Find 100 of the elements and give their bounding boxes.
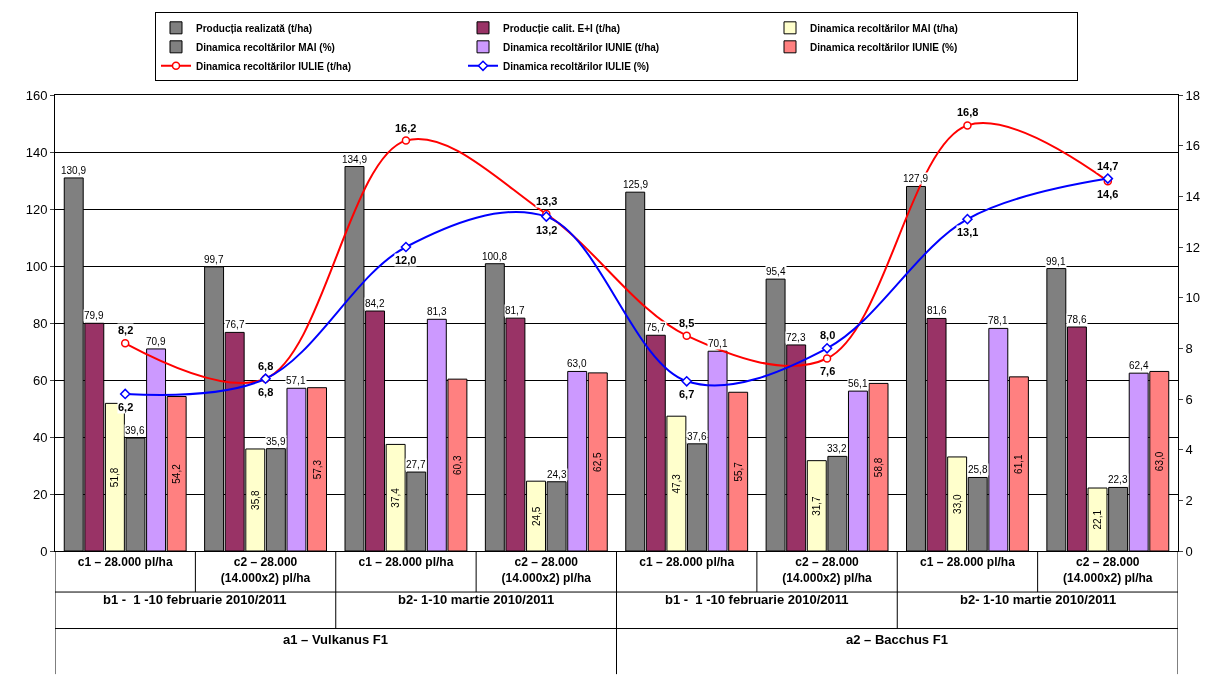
data-label: 24,3 — [547, 469, 567, 480]
data-label: 35,9 — [266, 436, 286, 447]
data-label: 39,6 — [125, 425, 145, 436]
data-label: 12,0 — [395, 254, 417, 266]
data-label: 58,8 — [873, 457, 885, 478]
data-label: 37,6 — [687, 431, 707, 442]
text: b2- 1-10 martie 2010/2011 — [960, 592, 1117, 607]
legend-label: Dinamica recoltărilor IUNIE (%) — [810, 41, 958, 53]
data-label: 16,8 — [957, 106, 979, 118]
y-tick-label: 100 — [25, 258, 48, 274]
x-tick-label: c2 – 28.000 (14.000x2) pl/ha — [782, 555, 873, 585]
data-label: 56,1 — [848, 378, 868, 389]
y2-tick-label: 16 — [1185, 138, 1201, 154]
y-tick-label: 0 — [40, 543, 48, 559]
data-label: 76,7 — [225, 319, 245, 330]
y-tick-label: 120 — [25, 201, 48, 217]
y2-tick-label: 10 — [1185, 290, 1201, 306]
data-label: 35,8 — [249, 490, 261, 510]
data-label: 27,7 — [406, 459, 426, 470]
data-label: 31,7 — [811, 495, 823, 516]
y-tick-label: 60 — [32, 372, 48, 388]
data-label: 99,7 — [204, 254, 224, 265]
y2-tick-label: 18 — [1185, 87, 1201, 103]
y-tick-label: 140 — [25, 144, 48, 160]
data-label: 24,5 — [530, 506, 542, 527]
data-label: 70,9 — [146, 336, 166, 347]
data-label: 84,2 — [365, 298, 385, 309]
data-label: 81,6 — [927, 305, 947, 316]
data-label: 14,6 — [1097, 188, 1119, 200]
y-tick-label: 40 — [32, 429, 48, 445]
y2-tick-label: 12 — [1185, 239, 1201, 255]
legend-label: Dinamica recoltărilor MAI (t/ha) — [810, 22, 958, 34]
data-label: 22,1 — [1092, 509, 1104, 530]
data-label: 70,1 — [708, 338, 728, 349]
x-tick-label: c1 – 28.000 pl/ha — [77, 555, 173, 570]
y-tick-label: 20 — [32, 486, 48, 502]
x-tick-label: c1 – 28.000 pl/ha — [639, 555, 735, 570]
text: b1 - 1 -10 februarie 2010/2011 — [665, 592, 849, 607]
data-label: 16,2 — [395, 122, 417, 134]
data-label: 75,7 — [646, 322, 666, 333]
data-label: 6,2 — [118, 401, 134, 413]
y2-tick-label: 4 — [1185, 442, 1193, 458]
data-label: 7,6 — [820, 365, 836, 377]
data-label: 13,1 — [957, 226, 979, 238]
legend-label: Producția realizată (t/ha) — [196, 22, 313, 34]
data-label: 95,4 — [766, 266, 786, 277]
legend-label: Dinamica recoltărilor IULIE (t/ha) — [196, 60, 352, 72]
data-label: 54,2 — [171, 463, 183, 484]
y2-tick-label: 6 — [1185, 391, 1193, 407]
data-label: 62,4 — [1129, 360, 1149, 371]
data-label: 134,9 — [342, 154, 368, 165]
data-label: 13,3 — [536, 195, 558, 207]
data-label: 63,0 — [567, 358, 587, 369]
data-label: 61,1 — [1013, 453, 1025, 474]
data-label: 79,9 — [84, 310, 104, 321]
y-tick-label: 80 — [32, 315, 48, 331]
x-tick-label: c2 – 28.000 (14.000x2) pl/ha — [1063, 555, 1153, 585]
data-label: 6,8 — [258, 386, 274, 398]
x-tick-label: c1 – 28.000 pl/ha — [920, 555, 1016, 570]
data-label: 57,1 — [286, 375, 306, 386]
data-label: 78,1 — [988, 315, 1008, 326]
data-label: 25,8 — [968, 464, 988, 475]
legend-label: Dinamica recoltărilor MAI (%) — [196, 41, 335, 53]
data-label: 6,7 — [679, 388, 695, 400]
data-label: 125,9 — [623, 179, 649, 190]
data-label: 62,5 — [592, 451, 604, 472]
y-tick-label: 160 — [25, 87, 48, 103]
data-label: 33,2 — [827, 443, 847, 454]
text: b1 - 1 -10 februarie 2010/2011 — [103, 592, 287, 607]
data-label: 127,9 — [903, 173, 929, 184]
x-tick-label: c2 – 28.000 (14.000x2) pl/ha — [220, 555, 311, 585]
data-label: 22,3 — [1108, 474, 1128, 485]
data-label: 99,1 — [1046, 256, 1066, 267]
y2-tick-label: 8 — [1185, 340, 1193, 356]
y2-tick-label: 14 — [1185, 188, 1201, 204]
data-label: 8,5 — [679, 317, 695, 329]
legend-label: Producție calit. E+I (t/ha) — [503, 22, 620, 34]
y2-tick-label: 2 — [1185, 492, 1193, 508]
data-label: 63,0 — [1153, 451, 1165, 472]
data-label: 78,6 — [1067, 314, 1087, 325]
data-label: 100,8 — [482, 251, 508, 262]
data-label: 13,2 — [536, 224, 558, 236]
data-label: 37,4 — [390, 487, 402, 508]
data-label: 130,9 — [61, 165, 87, 176]
data-label: 8,2 — [118, 324, 134, 336]
data-label: 8,0 — [820, 329, 836, 341]
text: a1 – Vulkanus F1 — [283, 632, 389, 647]
data-label: 33,0 — [951, 494, 963, 514]
data-label: 55,7 — [732, 461, 744, 482]
text: a2 – Bacchus F1 — [846, 632, 948, 647]
data-label: 6,8 — [258, 360, 274, 372]
data-label: 51,8 — [109, 467, 121, 488]
y2-tick-label: 0 — [1185, 543, 1193, 559]
data-label: 57,3 — [311, 459, 323, 480]
data-label: 47,3 — [670, 473, 682, 494]
legend-label: Dinamica recoltărilor IUNIE (t/ha) — [503, 41, 660, 53]
data-label: 60,3 — [451, 455, 463, 476]
text: b2- 1-10 martie 2010/2011 — [398, 592, 555, 607]
x-tick-label: c1 – 28.000 pl/ha — [358, 555, 454, 570]
legend-label: Dinamica recoltărilor IULIE (%) — [503, 60, 650, 72]
